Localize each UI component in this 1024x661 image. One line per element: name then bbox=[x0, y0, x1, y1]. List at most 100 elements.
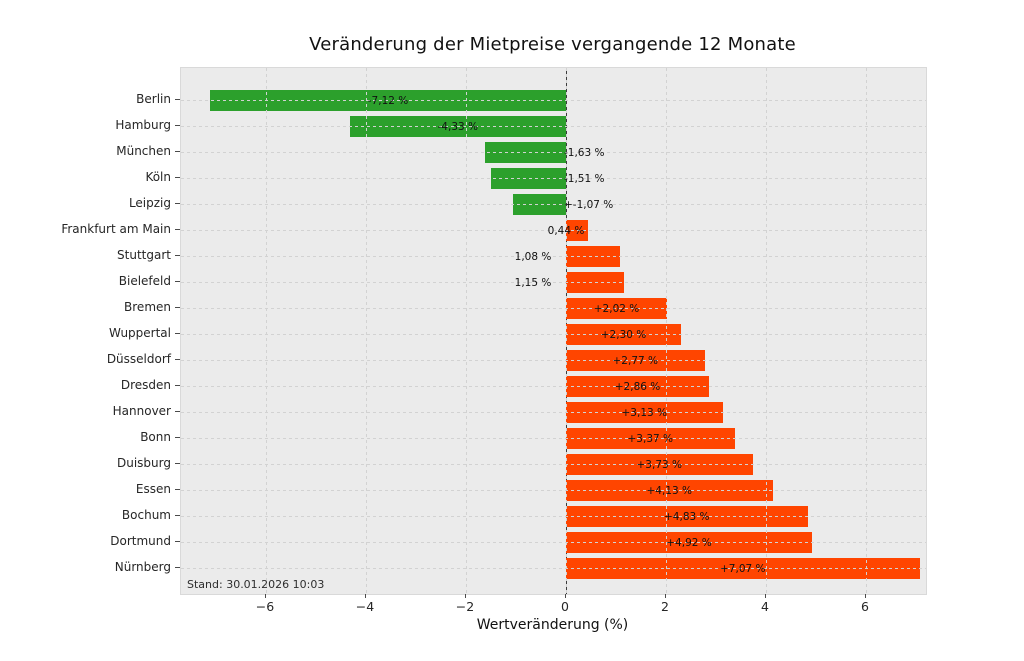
chart-title: Veränderung der Mietpreise vergangende 1… bbox=[309, 34, 796, 55]
y-tick-label: Dresden bbox=[120, 378, 171, 392]
h-gridline bbox=[181, 256, 926, 257]
y-tick bbox=[175, 411, 180, 412]
bar-label: +3,13 % bbox=[621, 407, 668, 419]
h-gridline bbox=[181, 490, 926, 491]
y-tick-label: Frankfurt am Main bbox=[61, 222, 171, 236]
x-tick-label: 6 bbox=[861, 599, 869, 614]
bar-label: -1,51 % bbox=[564, 173, 605, 185]
bar-label: +2,77 % bbox=[612, 355, 659, 367]
timestamp-annotation: Stand: 30.01.2026 10:03 bbox=[187, 578, 325, 591]
v-gridline bbox=[766, 68, 767, 594]
bar-label: +3,73 % bbox=[636, 459, 683, 471]
v-gridline bbox=[666, 68, 667, 594]
y-tick-label: Hamburg bbox=[115, 118, 171, 132]
y-tick bbox=[175, 489, 180, 490]
h-gridline bbox=[181, 360, 926, 361]
bar-label: +-1,07 % bbox=[564, 199, 614, 211]
x-tick bbox=[865, 594, 866, 598]
y-tick bbox=[175, 463, 180, 464]
h-gridline bbox=[181, 386, 926, 387]
y-tick bbox=[175, 359, 180, 360]
y-tick bbox=[175, 151, 180, 152]
x-tick-label: −4 bbox=[355, 599, 375, 614]
h-gridline bbox=[181, 334, 926, 335]
x-tick-label: 0 bbox=[561, 599, 569, 614]
h-gridline bbox=[181, 464, 926, 465]
h-gridline bbox=[181, 204, 926, 205]
h-gridline bbox=[181, 308, 926, 309]
y-tick bbox=[175, 541, 180, 542]
y-tick-label: Bonn bbox=[140, 430, 171, 444]
y-tick bbox=[175, 99, 180, 100]
bar-label: +4,92 % bbox=[666, 537, 712, 549]
y-tick bbox=[175, 333, 180, 334]
bar-label: +2,86 % bbox=[614, 381, 661, 393]
bar-label: 1,15 % bbox=[514, 277, 552, 289]
bar-label: +4,13 % bbox=[646, 485, 693, 497]
y-tick-label: Berlin bbox=[136, 92, 171, 106]
v-gridline bbox=[566, 68, 567, 594]
x-tick-label: 2 bbox=[661, 599, 669, 614]
bar-label: +2,02 % bbox=[593, 303, 640, 315]
plot-area: Stand: 30.01.2026 10:03 -7,12 % -4,33 % -1… bbox=[180, 67, 927, 595]
h-gridline bbox=[181, 516, 926, 517]
x-axis-label: Wertveränderung (%) bbox=[476, 617, 629, 633]
h-gridline bbox=[181, 412, 926, 413]
y-tick bbox=[175, 385, 180, 386]
y-tick-label: Düsseldorf bbox=[106, 352, 171, 366]
bar-label: +4,83 % bbox=[664, 511, 710, 523]
v-gridline bbox=[266, 68, 267, 594]
v-gridline bbox=[466, 68, 467, 594]
y-tick-label: Bielefeld bbox=[118, 274, 171, 288]
y-tick-label: Duisburg bbox=[117, 456, 171, 470]
y-tick-label: Bochum bbox=[121, 508, 171, 522]
bar-label: -7,12 % bbox=[367, 95, 409, 107]
h-gridline bbox=[181, 126, 926, 127]
y-tick bbox=[175, 307, 180, 308]
bar-label: -1,63 % bbox=[564, 147, 605, 159]
x-tick bbox=[465, 594, 466, 598]
y-tick-label: Leipzig bbox=[128, 196, 171, 210]
y-tick bbox=[175, 203, 180, 204]
y-tick-label: Nürnberg bbox=[114, 560, 171, 574]
y-tick-label: Bremen bbox=[124, 300, 171, 314]
y-tick-label: Dortmund bbox=[110, 534, 171, 548]
y-tick-label: München bbox=[116, 144, 171, 158]
v-gridline bbox=[866, 68, 867, 594]
h-gridline bbox=[181, 100, 926, 101]
x-tick bbox=[265, 594, 266, 598]
x-tick bbox=[365, 594, 366, 598]
y-tick-label: Hannover bbox=[112, 404, 171, 418]
y-tick bbox=[175, 229, 180, 230]
h-gridline bbox=[181, 542, 926, 543]
bar-label: -4,33 % bbox=[437, 121, 478, 133]
h-gridline bbox=[181, 282, 926, 283]
h-gridline bbox=[181, 178, 926, 179]
x-tick-label: −6 bbox=[255, 599, 275, 614]
y-tick bbox=[175, 515, 180, 516]
x-tick-label: −2 bbox=[455, 599, 475, 614]
h-gridline bbox=[181, 230, 926, 231]
x-tick bbox=[565, 594, 566, 598]
y-tick-label: Wuppertal bbox=[109, 326, 171, 340]
bar-label: +7,07 % bbox=[720, 563, 766, 575]
h-gridline bbox=[181, 438, 926, 439]
y-tick-label: Stuttgart bbox=[117, 248, 171, 262]
y-tick bbox=[175, 437, 180, 438]
bar-label: 0,44 % bbox=[547, 225, 585, 237]
y-tick-label: Essen bbox=[135, 482, 171, 496]
y-tick bbox=[175, 255, 180, 256]
y-tick bbox=[175, 125, 180, 126]
h-gridline bbox=[181, 568, 926, 569]
y-tick bbox=[175, 567, 180, 568]
x-tick bbox=[665, 594, 666, 598]
v-gridline bbox=[366, 68, 367, 594]
y-tick-label: Köln bbox=[145, 170, 171, 184]
h-gridline bbox=[181, 152, 926, 153]
bar-label: +3,37 % bbox=[627, 433, 674, 445]
bar-label: 1,08 % bbox=[514, 251, 552, 263]
x-tick-label: 4 bbox=[761, 599, 769, 614]
bar-label: +2,30 % bbox=[600, 329, 647, 341]
x-tick bbox=[765, 594, 766, 598]
